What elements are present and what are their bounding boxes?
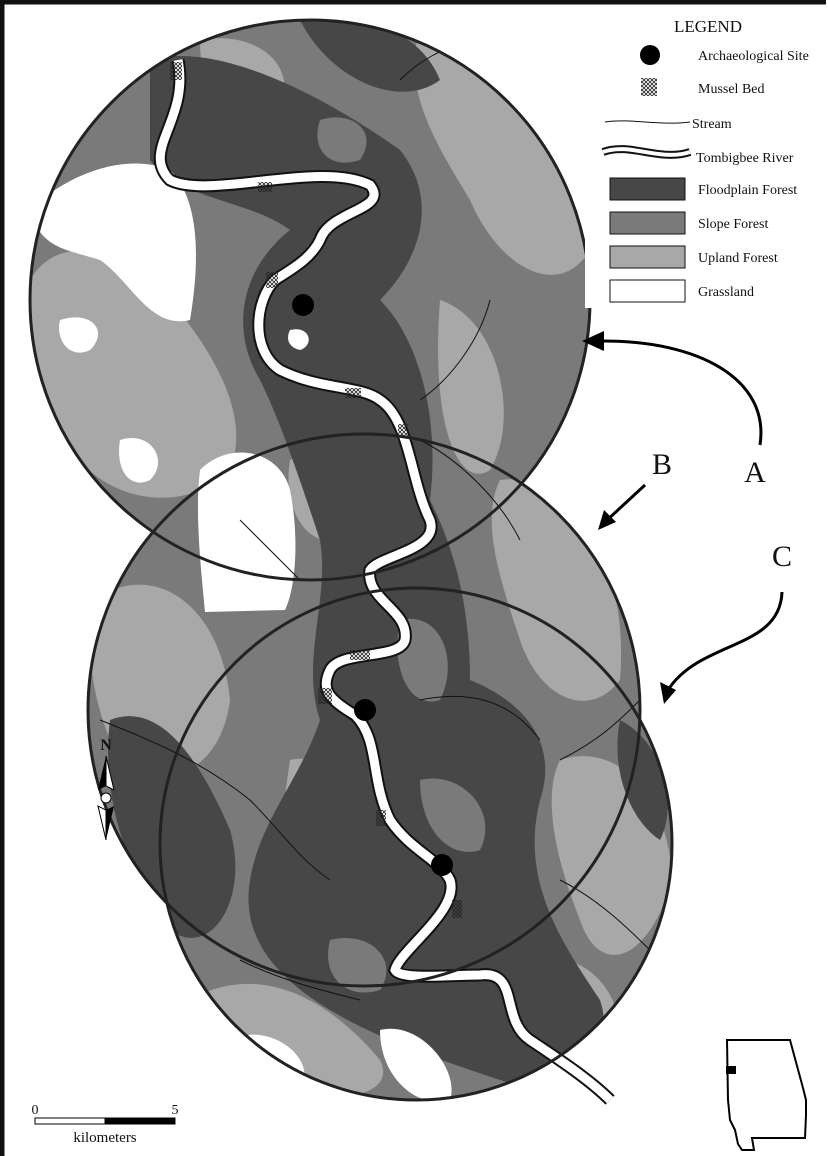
circle-label: C <box>772 540 792 573</box>
legend-title: LEGEND <box>674 17 742 36</box>
mussel-beds-part <box>376 810 386 826</box>
legend-symbol <box>610 212 685 234</box>
mussel-beds-part <box>345 388 361 398</box>
legend-item: Stream <box>692 117 732 132</box>
mussel-beds-part <box>350 650 370 660</box>
sites-part <box>431 854 453 876</box>
scale-bar-part <box>35 1118 105 1124</box>
scale-tick: 5 <box>172 1103 179 1118</box>
map: LEGEND Archaeological Site Mussel Bed St… <box>0 0 828 1156</box>
legend-item: Tombigbee River <box>696 151 794 166</box>
legend-item: Mussel Bed <box>698 82 765 97</box>
inset-map-part <box>726 1066 736 1074</box>
legend-item: Slope Forest <box>698 217 769 232</box>
legend-item: Grassland <box>698 285 754 300</box>
scale-bar-part <box>105 1118 175 1124</box>
mussel-beds-part <box>318 688 332 704</box>
legend: LEGEND Archaeological Site Mussel Bed St… <box>585 8 828 308</box>
inset-map <box>726 1040 806 1150</box>
mussel-beds-part <box>452 900 462 918</box>
legend-symbol <box>610 280 685 302</box>
legend-symbol <box>610 246 685 268</box>
landcover-part-part <box>198 453 296 612</box>
inset-map-part <box>727 1040 806 1150</box>
scale-tick: 0 <box>32 1103 39 1118</box>
north-arrow-part <box>101 793 111 803</box>
legend-symbol <box>641 78 657 96</box>
sites-part <box>292 294 314 316</box>
legend-item: Archaeological Site <box>698 49 809 64</box>
mussel-beds-part <box>258 182 272 192</box>
scale-unit: kilometers <box>73 1130 136 1146</box>
mussel-beds-part <box>266 272 278 288</box>
north-label: N <box>100 737 112 754</box>
legend-item: Upland Forest <box>698 251 778 266</box>
circle-label: B <box>652 448 672 481</box>
circle-label: A <box>744 456 766 489</box>
legend-item: Floodplain Forest <box>698 183 797 198</box>
sites-part <box>354 699 376 721</box>
mussel-beds-part <box>170 62 182 80</box>
legend-symbol <box>610 178 685 200</box>
legend-symbol <box>640 45 660 65</box>
